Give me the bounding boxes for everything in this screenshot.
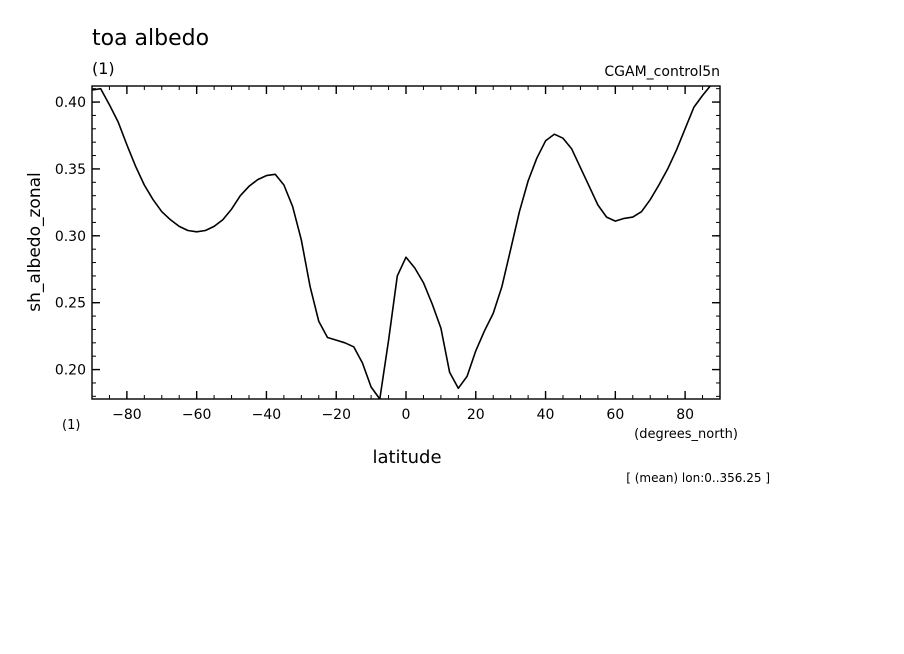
footer-note: [ (mean) lon:0..356.25 ] bbox=[626, 471, 770, 485]
series-line-0 bbox=[92, 86, 712, 399]
x-tick-label: 0 bbox=[402, 407, 411, 423]
chart-subtitle-right: CGAM_control5n bbox=[604, 64, 720, 80]
x-tick-label: −40 bbox=[252, 407, 282, 423]
x-tick-label: 20 bbox=[467, 407, 485, 423]
y-unit-label: (1) bbox=[62, 418, 80, 433]
y-tick-label: 0.40 bbox=[55, 95, 86, 111]
chart-subtitle-left: (1) bbox=[92, 59, 115, 78]
series-layer bbox=[92, 86, 712, 399]
y-tick-label: 0.30 bbox=[55, 229, 86, 245]
x-axis-label: latitude bbox=[372, 447, 441, 468]
y-tick-label: 0.35 bbox=[55, 162, 86, 178]
axes: −80 −60 −40 −20 0 20 40 60 80 0.20 0.25 0.30 0.35 0.4… bbox=[55, 85, 721, 423]
y-tick-label: 0.25 bbox=[55, 296, 86, 312]
y-axis-label: sh_albedo_zonal bbox=[25, 172, 45, 311]
x-unit-label: (degrees_north) bbox=[634, 427, 738, 442]
y-tick-label: 0.20 bbox=[55, 363, 86, 379]
plot-frame bbox=[91, 85, 721, 400]
x-tick-label: 60 bbox=[606, 407, 624, 423]
x-tick-label: −60 bbox=[182, 407, 212, 423]
x-tick-label: 80 bbox=[676, 407, 694, 423]
x-tick-label: −20 bbox=[321, 407, 351, 423]
chart-title: toa albedo bbox=[92, 26, 209, 51]
x-tick-label: −80 bbox=[112, 407, 142, 423]
x-tick-label: 40 bbox=[537, 407, 555, 423]
